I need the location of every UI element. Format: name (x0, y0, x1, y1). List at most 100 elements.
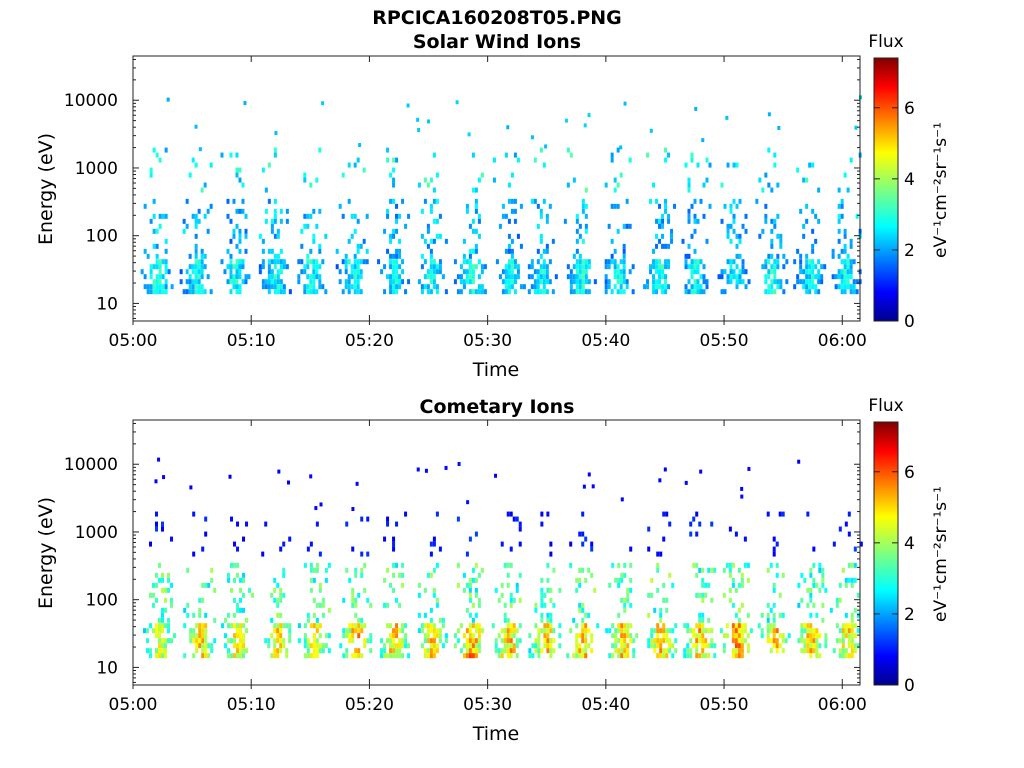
heatmap-cell (540, 592, 544, 598)
heatmap-cell (197, 264, 201, 270)
heatmap-cell (270, 592, 274, 598)
heatmap-cell (623, 628, 627, 634)
heatmap-cell (777, 125, 781, 130)
heatmap-cell (456, 289, 460, 295)
heatmap-cell (731, 648, 735, 654)
heatmap-cell (746, 648, 750, 654)
heatmap-cell (204, 623, 208, 629)
heatmap-cell (306, 643, 310, 649)
heatmap-cell (501, 203, 505, 209)
heatmap-cell (426, 623, 430, 629)
heatmap-cell (847, 623, 851, 629)
heatmap-cell (468, 223, 472, 229)
heatmap-cell (273, 648, 277, 654)
heatmap-cell (581, 259, 585, 265)
heatmap-cell (835, 623, 839, 629)
heatmap-cell (670, 228, 674, 234)
heatmap-cell (242, 607, 246, 613)
heatmap-cell (818, 643, 822, 649)
heatmap-cell (662, 648, 666, 654)
heatmap-cell (616, 182, 620, 188)
heatmap-cell (318, 551, 322, 557)
heatmap-cell (695, 531, 699, 537)
heatmap-cell (238, 248, 242, 254)
heatmap-cell (803, 623, 807, 629)
heatmap-cell (201, 648, 205, 654)
heatmap-cell (351, 602, 355, 608)
heatmap-cell (834, 284, 838, 290)
heatmap-cell (359, 243, 363, 249)
heatmap-cell (306, 653, 310, 659)
heatmap-cell (582, 484, 586, 489)
heatmap-cell (158, 284, 162, 290)
heatmap-cell (656, 653, 660, 659)
heatmap-cell (840, 279, 844, 285)
heatmap-cell (622, 264, 626, 270)
heatmap-cell (809, 587, 813, 593)
heatmap-cell (800, 597, 804, 603)
heatmap-cell (578, 643, 582, 649)
heatmap-cell (849, 259, 853, 265)
heatmap-cell (619, 284, 623, 290)
heatmap-cell (805, 289, 809, 295)
heatmap-cell (818, 567, 822, 573)
heatmap-cell (683, 648, 687, 654)
heatmap-cell (309, 284, 313, 290)
heatmap-cell (805, 274, 809, 280)
heatmap-cell (164, 248, 168, 254)
heatmap-cell (735, 203, 739, 209)
heatmap-cell (149, 274, 153, 280)
heatmap-cell (504, 264, 508, 270)
heatmap-cell (315, 567, 319, 573)
heatmap-cell (664, 279, 668, 285)
heatmap-cell (273, 638, 277, 644)
heatmap-cell (799, 264, 803, 270)
heatmap-cell (230, 587, 234, 593)
heatmap-cell (276, 269, 280, 275)
heatmap-cell (233, 577, 237, 583)
heatmap-cell (812, 577, 816, 583)
heatmap-cell (590, 648, 594, 654)
heatmap-cell (309, 577, 313, 583)
heatmap-cell (506, 617, 510, 623)
heatmap-cell (395, 218, 399, 224)
heatmap-cell (809, 653, 813, 659)
heatmap-cell (656, 643, 660, 649)
heatmap-cell (604, 284, 608, 290)
colorbar-tick-label: 6 (904, 99, 915, 119)
heatmap-cell (318, 264, 322, 270)
heatmap-cell (510, 279, 514, 285)
y-tick-label: 1000 (75, 159, 118, 179)
heatmap-cell (261, 284, 265, 290)
heatmap-cell (647, 526, 651, 532)
heatmap-cell (620, 623, 624, 629)
heatmap-cell (235, 279, 239, 285)
heatmap-cell (309, 587, 313, 593)
heatmap-cell (626, 648, 630, 654)
heatmap-cell (853, 562, 857, 568)
heatmap-cell (501, 213, 505, 219)
heatmap-cell (395, 259, 399, 265)
heatmap-cell (398, 653, 402, 659)
heatmap-cell (583, 123, 587, 128)
heatmap-cell (198, 643, 202, 649)
heatmap-cell (844, 628, 848, 634)
heatmap-cell (347, 198, 351, 204)
heatmap-cell (811, 274, 815, 280)
heatmap-cell (279, 284, 283, 290)
heatmap-cell (264, 218, 268, 224)
heatmap-cell (737, 567, 741, 573)
heatmap-cell (781, 638, 785, 644)
heatmap-cell (441, 643, 445, 649)
heatmap-cell (241, 264, 245, 270)
heatmap-cell (392, 572, 396, 578)
heatmap-cell (149, 653, 153, 659)
heatmap-cell (528, 648, 532, 654)
heatmap-cell (477, 259, 481, 265)
heatmap-cell (664, 259, 668, 265)
heatmap-cell (435, 218, 439, 224)
heatmap-cell (695, 592, 699, 598)
heatmap-cell (578, 223, 582, 229)
heatmap-cell (347, 259, 351, 265)
heatmap-cell (300, 228, 304, 234)
